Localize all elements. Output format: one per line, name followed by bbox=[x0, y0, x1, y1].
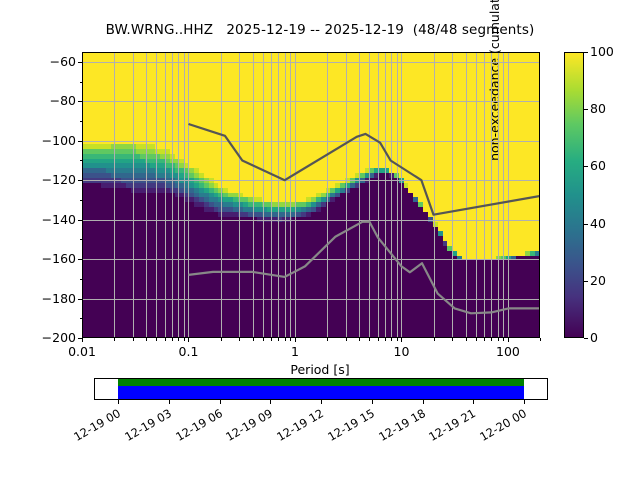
colorbar-tick bbox=[584, 166, 588, 167]
page-title: BW.WRNG..HHZ 2025-12-19 -- 2025-12-19 (4… bbox=[105, 22, 535, 38]
colorbar-tick-label: 80 bbox=[590, 101, 606, 117]
colorbar[interactable] bbox=[564, 52, 584, 338]
coverage-tick bbox=[220, 400, 221, 404]
coverage-tick bbox=[524, 400, 525, 404]
coverage-segments bbox=[118, 379, 524, 399]
colorbar-tick-label: 0 bbox=[590, 330, 598, 345]
ppsd-histogram bbox=[82, 52, 540, 338]
x-axis-title: Period [s] bbox=[290, 362, 350, 377]
coverage-tick bbox=[169, 400, 170, 404]
colorbar-title: non-exceedance (cumulative) [%] bbox=[487, 0, 502, 161]
colorbar-tick-label: 20 bbox=[590, 272, 606, 288]
colorbar-tick bbox=[584, 281, 588, 282]
coverage-tick bbox=[372, 400, 373, 404]
colorbar-tick bbox=[584, 224, 588, 225]
x-tick-label: 0.1 bbox=[178, 344, 199, 359]
coverage-band-top bbox=[118, 379, 524, 386]
colorbar-tick-label: 60 bbox=[590, 158, 606, 174]
y-tick-label: −100 bbox=[41, 132, 76, 148]
x-tick-label: 100 bbox=[496, 344, 520, 359]
colorbar-tick-label: 100 bbox=[590, 44, 614, 59]
y-tick-label: −200 bbox=[41, 330, 76, 345]
y-tick-label: −80 bbox=[49, 93, 76, 109]
coverage-tick bbox=[321, 400, 322, 404]
x-tick-label: 1 bbox=[290, 344, 299, 359]
y-tick-label: −120 bbox=[41, 172, 76, 188]
coverage-tick bbox=[473, 400, 474, 404]
y-tick-label: −60 bbox=[49, 53, 76, 69]
coverage-tick bbox=[423, 400, 424, 404]
coverage-tick bbox=[270, 400, 271, 404]
colorbar-tick bbox=[584, 338, 588, 339]
ppsd-plot-area[interactable] bbox=[82, 52, 540, 338]
coverage-tick bbox=[118, 400, 119, 404]
colorbar-tick bbox=[584, 52, 588, 53]
y-tick-label: −160 bbox=[41, 251, 76, 267]
y-tick-label: −180 bbox=[41, 290, 76, 306]
x-tick-label: 0.01 bbox=[68, 344, 96, 359]
colorbar-tick-label: 40 bbox=[590, 215, 606, 231]
coverage-band-bottom bbox=[118, 386, 524, 399]
x-tick-label: 10 bbox=[393, 344, 410, 359]
y-tick-label: −140 bbox=[41, 211, 76, 227]
time-coverage-bar[interactable] bbox=[94, 378, 548, 400]
colorbar-tick bbox=[584, 109, 588, 110]
